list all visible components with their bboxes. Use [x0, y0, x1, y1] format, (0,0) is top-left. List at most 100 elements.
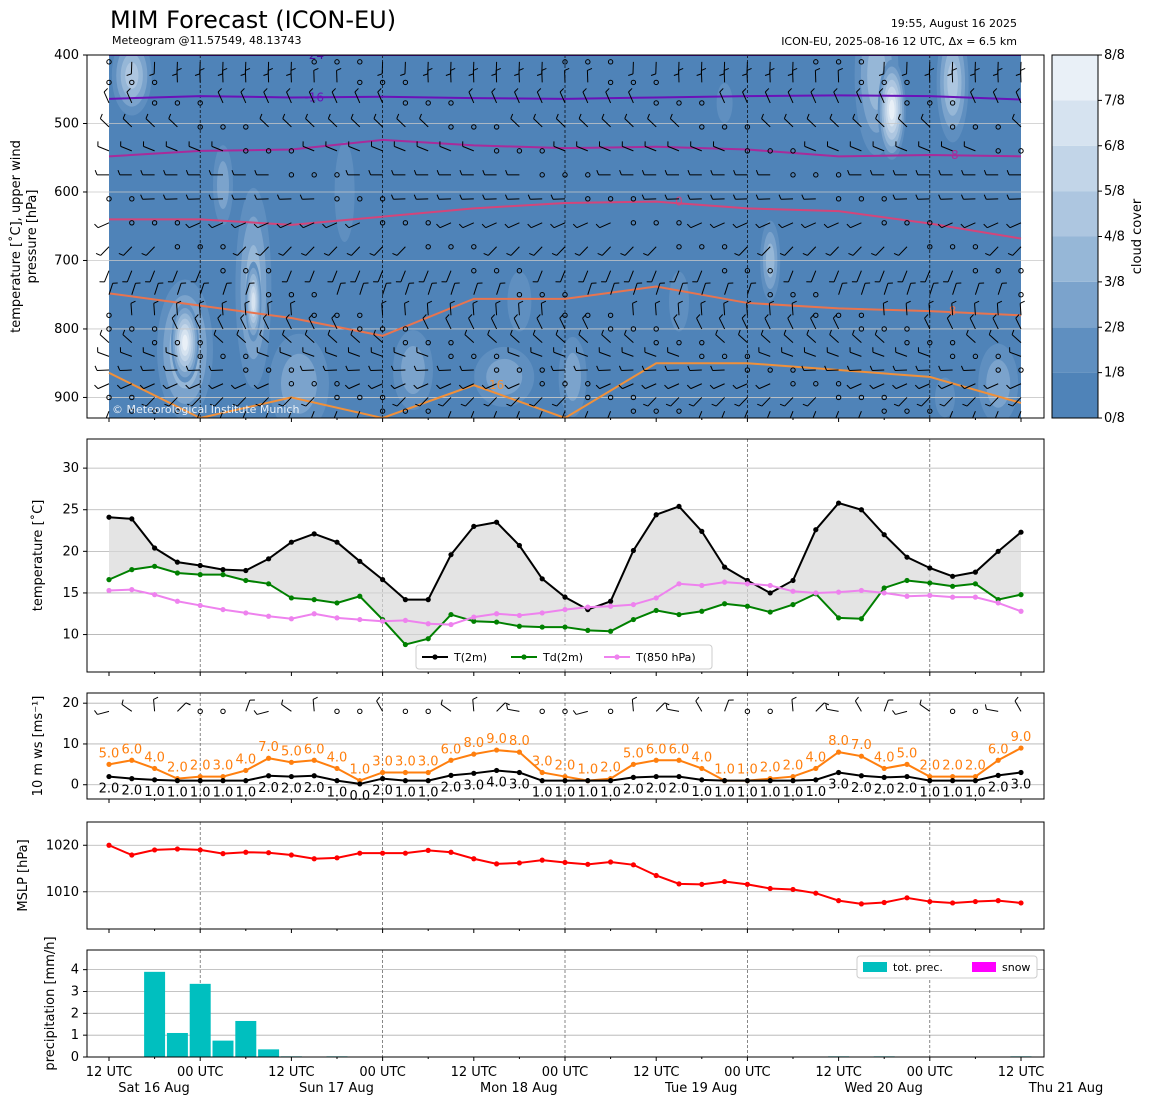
wind-barb: [989, 397, 999, 407]
isotherm-line: [108, 138, 1022, 158]
wind-barb: [219, 410, 224, 418]
wind-barb: [131, 283, 136, 295]
gust-point: [197, 773, 203, 780]
wind-barb-flag: [221, 300, 227, 304]
wind-barb: [895, 145, 908, 152]
wind-barb: [376, 700, 384, 712]
gust-point: [448, 757, 454, 763]
wind-barb: [103, 91, 110, 104]
series-point: [813, 590, 819, 596]
wind-barb-flag: [236, 329, 240, 335]
wind-barb: [584, 410, 589, 418]
calm-wind-marker: [630, 394, 637, 401]
wind-barb-flag: [208, 170, 212, 176]
gust-point: [653, 757, 659, 763]
wind-barb-flag: [915, 170, 919, 176]
wind-barb: [491, 91, 498, 104]
wind-barb-flag: [481, 223, 486, 229]
wind-barb-flag: [536, 88, 542, 93]
wind-barb-flag: [278, 403, 284, 407]
wind-barb-flag: [810, 88, 815, 93]
wind-barb: [540, 303, 543, 316]
wind-barb-flag: [94, 384, 99, 389]
wind-barb: [667, 351, 680, 357]
wind-barb: [988, 334, 999, 344]
calm-wind-marker: [927, 100, 933, 106]
wind-barb: [449, 303, 452, 316]
wind-barb: [986, 708, 999, 712]
wind-barb-flag: [892, 170, 896, 176]
calm-wind-marker: [630, 79, 637, 86]
series-point: [380, 618, 386, 624]
calm-wind-marker: [539, 292, 545, 298]
wind-barb-flag: [400, 73, 406, 76]
calm-wind-marker: [106, 196, 112, 202]
wind-barb: [1009, 383, 1022, 390]
mean-wind-point: [858, 773, 865, 779]
wind-barb-flag: [806, 113, 810, 119]
mean-wind-value-label: 1.0: [418, 786, 439, 801]
wind-barb-flag: [924, 73, 930, 76]
wind-barb-flag: [368, 170, 372, 176]
series-point: [653, 512, 659, 518]
wind-barb-flag: [483, 253, 489, 256]
calm-wind-marker: [813, 292, 819, 298]
wind-barb: [537, 270, 543, 283]
wind-barb: [738, 334, 748, 344]
wind-barb-flag: [915, 365, 919, 371]
wind-barb-flag: [140, 365, 144, 371]
wind-barb: [879, 270, 885, 283]
wind-barb-flag: [230, 223, 236, 229]
wind-barb-flag: [290, 300, 296, 304]
wind-barb: [468, 91, 475, 104]
calm-wind-marker: [585, 172, 591, 178]
wind-barb: [827, 222, 839, 229]
mean-wind-point: [334, 778, 340, 784]
wind-barb-flag: [655, 300, 661, 304]
wind-barb: [214, 397, 224, 407]
colorbar-band: [1052, 372, 1098, 418]
wind-barb: [561, 410, 566, 418]
wind-barb: [450, 283, 456, 295]
wind-barb: [303, 222, 315, 229]
wind-barb: [902, 270, 908, 283]
wind-barb-flag: [532, 329, 536, 335]
mslp-point: [995, 898, 1001, 904]
mean-wind-value-label: 2.0: [851, 781, 872, 796]
wind-barb-flag: [905, 300, 911, 304]
wind-barb: [121, 704, 133, 712]
gust-value-label: 6.0: [669, 742, 690, 757]
series-point: [562, 624, 568, 630]
wind-barb-flag: [94, 170, 98, 176]
wind-barb: [242, 410, 247, 418]
calm-wind-marker: [197, 124, 203, 130]
calm-wind-marker: [379, 79, 386, 86]
wind-barb-flag: [852, 329, 855, 335]
gust-point: [699, 765, 705, 772]
wind-barb: [309, 270, 315, 283]
wind-barb-flag: [564, 67, 570, 71]
wind-barb: [850, 383, 862, 390]
wind-barb-flag: [331, 88, 336, 93]
wind-barb-flag: [687, 194, 691, 200]
wind-barb-flag: [149, 73, 155, 76]
wind-barb: [1011, 334, 1022, 344]
calm-wind-marker: [904, 326, 910, 332]
calm-wind-marker: [562, 381, 568, 387]
wind-barb: [852, 246, 862, 256]
wind-barb: [288, 410, 292, 418]
calm-wind-marker: [311, 292, 317, 298]
wind-barb-flag: [846, 384, 851, 389]
wind-barb-flag: [783, 113, 787, 119]
wind-barb: [404, 283, 410, 295]
series-point: [334, 615, 340, 621]
wind-barb: [176, 303, 178, 316]
day-label: Mon 18 Aug: [480, 1081, 558, 1096]
wind-barb-flag: [802, 253, 808, 256]
wind-barb-flag: [436, 384, 441, 389]
wind-barb-flag: [924, 314, 929, 319]
wind-barb-flag: [436, 223, 441, 229]
wind-barb-flag: [582, 314, 587, 319]
y-axis-label-line: 10 m ws [ms⁻¹]: [31, 696, 46, 797]
